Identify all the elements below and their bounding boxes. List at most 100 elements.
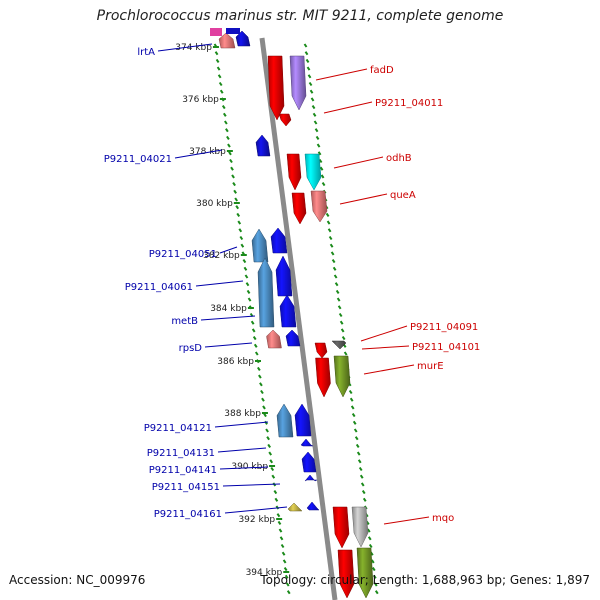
gene-label-p9211_04051: P9211_04051	[149, 249, 217, 260]
tick-dot	[230, 166, 234, 171]
leader-line-p9211_04151	[222, 483, 281, 487]
gene-box-p9211_04161-blue-shape	[306, 501, 320, 511]
gene-label-odhb: odhB	[386, 153, 412, 164]
leader-line-p9211_04131	[217, 447, 267, 453]
tick-dot	[269, 459, 274, 464]
tick-dot	[227, 143, 231, 148]
scale-tick-label: 384 kbp	[210, 304, 247, 314]
leader-line-p9211_04011	[323, 101, 373, 114]
gene-box-mqo-green	[356, 547, 374, 599]
tick-dot	[340, 328, 345, 333]
tick-dot	[215, 58, 220, 63]
gene-box-metb	[279, 294, 297, 328]
tick-dot	[228, 151, 232, 156]
tick-dot	[278, 528, 283, 533]
tick-dot	[307, 74, 312, 79]
gene-box-p9211_04061	[257, 257, 275, 328]
tick-dot	[361, 490, 366, 495]
genome-summary-label: Topology: circular; Length: 1,688,963 bp…	[260, 573, 590, 587]
gene-label-p9211_04161: P9211_04161	[154, 509, 222, 520]
tick-dot	[366, 528, 371, 533]
tick-dot	[283, 567, 288, 572]
tick-dot	[306, 66, 311, 71]
tick-dot	[232, 182, 236, 187]
gene-box-mure	[333, 355, 351, 398]
gene-box-mqo-red-2-shape	[337, 549, 355, 599]
gene-label-rpsd: rpsD	[179, 343, 203, 354]
tick-dot	[263, 413, 267, 418]
tick-dot	[329, 243, 334, 248]
gene-box-rpsd	[266, 329, 282, 349]
gene-box-quea-red	[291, 192, 307, 225]
gene-box-p9211_04141-shape	[301, 451, 317, 473]
gene-box-lrta-blue	[235, 30, 251, 47]
gene-box-mure-shape	[333, 355, 351, 398]
gene-box-lrta-blue-shape	[235, 30, 251, 47]
gene-box-lrta	[218, 32, 236, 49]
gene-label-p9211_04151: P9211_04151	[152, 482, 220, 493]
leader-line-fadd	[315, 68, 368, 81]
tick-dot	[237, 220, 242, 225]
gene-box-p9211_04101	[314, 342, 328, 359]
gene-label-p9211_04021: P9211_04021	[104, 154, 172, 165]
tick-dot	[337, 305, 342, 310]
tick-dot	[270, 466, 275, 472]
tick-dot	[358, 466, 363, 472]
tick-dot	[316, 143, 321, 148]
tick-dot	[362, 497, 367, 502]
leader-line-p9211_04091	[360, 325, 408, 342]
tick-dot	[277, 520, 282, 525]
leader-line-p9211_04061	[195, 280, 244, 287]
tick-dot	[311, 105, 316, 110]
gene-box-mqo-red	[332, 506, 350, 549]
gene-box-p9211_04051-shape	[251, 228, 269, 263]
gene-box-p9211_04161	[287, 502, 303, 512]
tick-dot	[265, 428, 269, 433]
tick-dot	[319, 166, 324, 171]
tick-dot	[239, 235, 244, 241]
tick-dot	[226, 135, 230, 140]
gene-box-p9211_04141	[301, 451, 317, 473]
gene-box-p9211_04131	[300, 438, 314, 447]
tick-dot	[315, 135, 320, 140]
tick-dot	[341, 336, 346, 341]
gene-box-p9211_04151	[304, 474, 318, 482]
tick-dot	[313, 120, 318, 125]
gene-label-p9211_04061: P9211_04061	[125, 282, 193, 293]
gene-box-odhb-red	[286, 153, 302, 191]
gene-box-p9211_04131-shape	[300, 438, 314, 447]
tick-dot	[349, 397, 354, 402]
tick-dot	[359, 474, 364, 479]
tick-dot	[250, 320, 255, 325]
tick-dot	[214, 51, 219, 56]
gene-label-lrta: lrtA	[137, 47, 155, 58]
tick-dot	[219, 89, 224, 94]
tick-dot	[373, 582, 378, 587]
tick-dot	[238, 228, 243, 233]
tick-dot	[261, 397, 265, 402]
tick-dot	[262, 405, 266, 410]
gene-label-p9211_04131: P9211_04131	[147, 448, 215, 459]
leader-line-p9211_04021	[174, 149, 223, 159]
tick-dot	[304, 51, 309, 56]
gene-label-p9211_04011: P9211_04011	[375, 98, 443, 109]
tick-dot	[222, 112, 227, 117]
tick-dot	[266, 436, 270, 441]
gene-box-fadd-small	[278, 113, 292, 127]
tick-dot	[235, 205, 240, 210]
gene-box-p9211_04051-blue-shape	[270, 227, 288, 254]
sequence-backbone	[259, 37, 338, 600]
gene-box-odhb	[304, 153, 322, 191]
gene-box-p9211_04161-shape	[287, 502, 303, 512]
tick-dot	[253, 343, 258, 348]
tick-dot	[318, 158, 323, 164]
gene-box-p9211_04121-shape	[276, 403, 294, 438]
tick-dot	[257, 366, 261, 371]
gene-box-p9211_04091-shape	[331, 340, 347, 350]
tick-dot	[231, 174, 235, 179]
gene-box-p9211_04061-shape	[257, 257, 275, 328]
tick-dot	[254, 351, 259, 356]
tick-dot	[229, 158, 233, 164]
leader-line-p9211_04141	[219, 466, 269, 470]
scale-tick-label: 394 kbp	[246, 568, 283, 578]
